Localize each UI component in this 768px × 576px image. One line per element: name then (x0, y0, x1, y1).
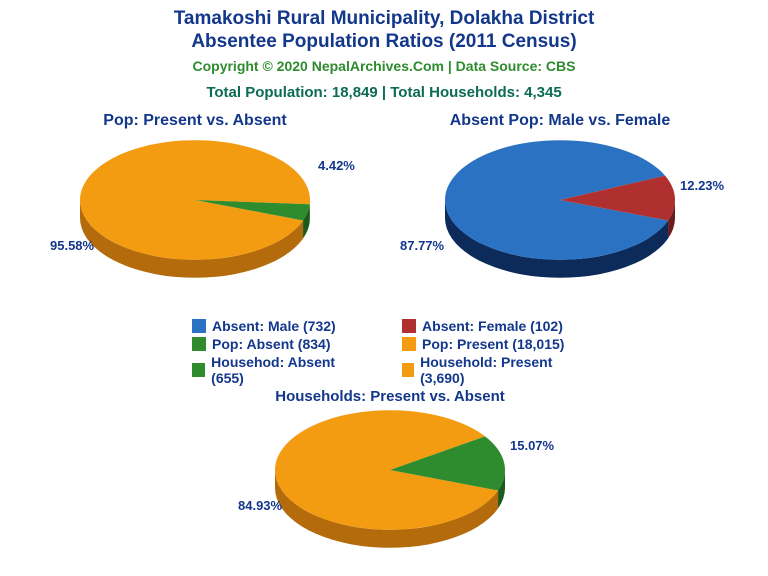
pct-label: 12.23% (680, 178, 724, 193)
legend-swatch (402, 337, 416, 351)
pct-label: 95.58% (50, 238, 94, 253)
legend-text: Household: Present (3,690) (420, 354, 576, 386)
legend-item: Absent: Male (732) (192, 318, 362, 334)
pct-label: 15.07% (510, 438, 554, 453)
legend-swatch (192, 319, 206, 333)
pct-label: 87.77% (400, 238, 444, 253)
legend-item: Absent: Female (102) (402, 318, 576, 334)
pct-label: 84.93% (238, 498, 282, 513)
legend-swatch (192, 337, 206, 351)
legend-text: Absent: Male (732) (212, 318, 336, 334)
legend-item: Pop: Absent (834) (192, 336, 362, 352)
chart-title-main: Tamakoshi Rural Municipality, Dolakha Di… (0, 0, 768, 54)
legend-item: Househod: Absent (655) (192, 354, 362, 386)
legend-item: Household: Present (3,690) (402, 354, 576, 386)
pct-label: 4.42% (318, 158, 355, 173)
legend-text: Househod: Absent (655) (211, 354, 362, 386)
legend-swatch (402, 363, 414, 377)
legend-swatch (192, 363, 205, 377)
legend-text: Pop: Absent (834) (212, 336, 331, 352)
pie-title-pop: Pop: Present vs. Absent (65, 112, 325, 130)
legend-text: Pop: Present (18,015) (422, 336, 564, 352)
legend-swatch (402, 319, 416, 333)
copyright-line: Copyright © 2020 NepalArchives.Com | Dat… (0, 58, 768, 74)
pie-title-gender: Absent Pop: Male vs. Female (430, 112, 690, 130)
legend: Absent: Male (732) Absent: Female (102) Po… (192, 318, 576, 386)
totals-line: Total Population: 18,849 | Total Househo… (0, 84, 768, 101)
pie-title-households: Households: Present vs. Absent (260, 388, 520, 405)
legend-text: Absent: Female (102) (422, 318, 563, 334)
legend-item: Pop: Present (18,015) (402, 336, 576, 352)
